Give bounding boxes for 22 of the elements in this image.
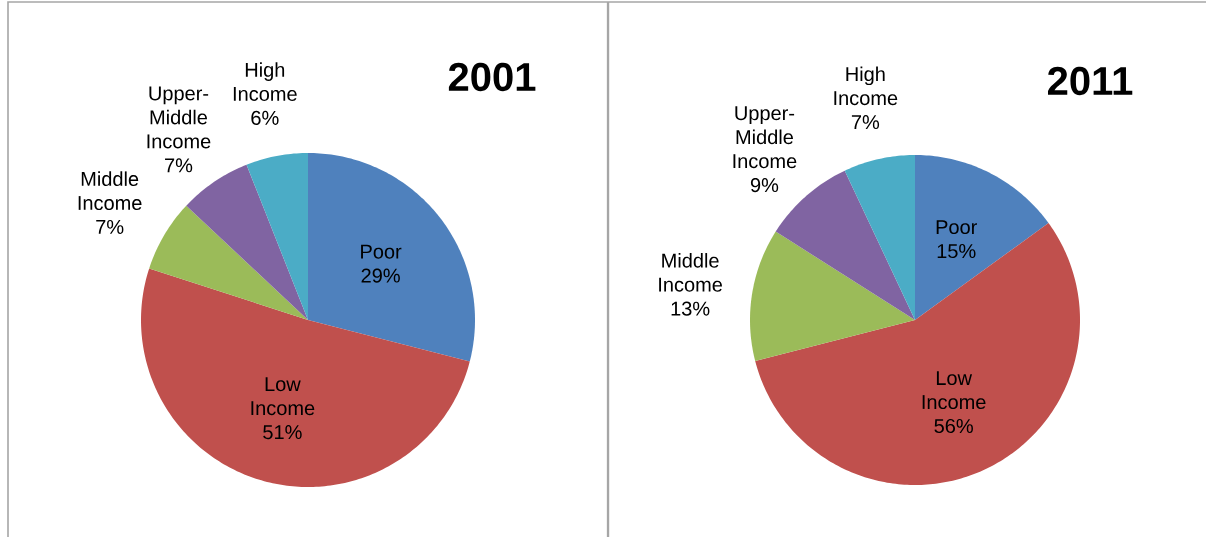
data-label: 15% — [937, 244, 976, 259]
data-label: 7% — [96, 219, 124, 234]
slice-label: Poor — [361, 244, 402, 259]
slice-label: Low Income — [922, 371, 986, 410]
slice-label: Upper-Middle Income — [147, 86, 211, 149]
slice-label: Middle Income — [78, 171, 142, 211]
slice-label: Middle Income — [659, 253, 722, 292]
data-label: 13% — [671, 301, 710, 316]
slice-label: Poor — [936, 220, 977, 235]
chart-title: 2011 — [1048, 66, 1133, 96]
data-label: 7% — [165, 158, 193, 173]
data-label: 7% — [851, 115, 880, 130]
data-label: 9% — [750, 178, 779, 193]
data-label: 51% — [263, 425, 302, 440]
data-label: 56% — [934, 418, 973, 434]
slice-label: High Income — [834, 66, 898, 106]
slice-label: Low Income — [251, 377, 315, 416]
chart-title: 2001 — [448, 62, 536, 92]
data-label: 6% — [251, 110, 279, 125]
slice-label: Upper-Middle Income — [733, 106, 797, 169]
data-label: 29% — [361, 268, 400, 283]
slice-label: High Income — [233, 62, 297, 101]
